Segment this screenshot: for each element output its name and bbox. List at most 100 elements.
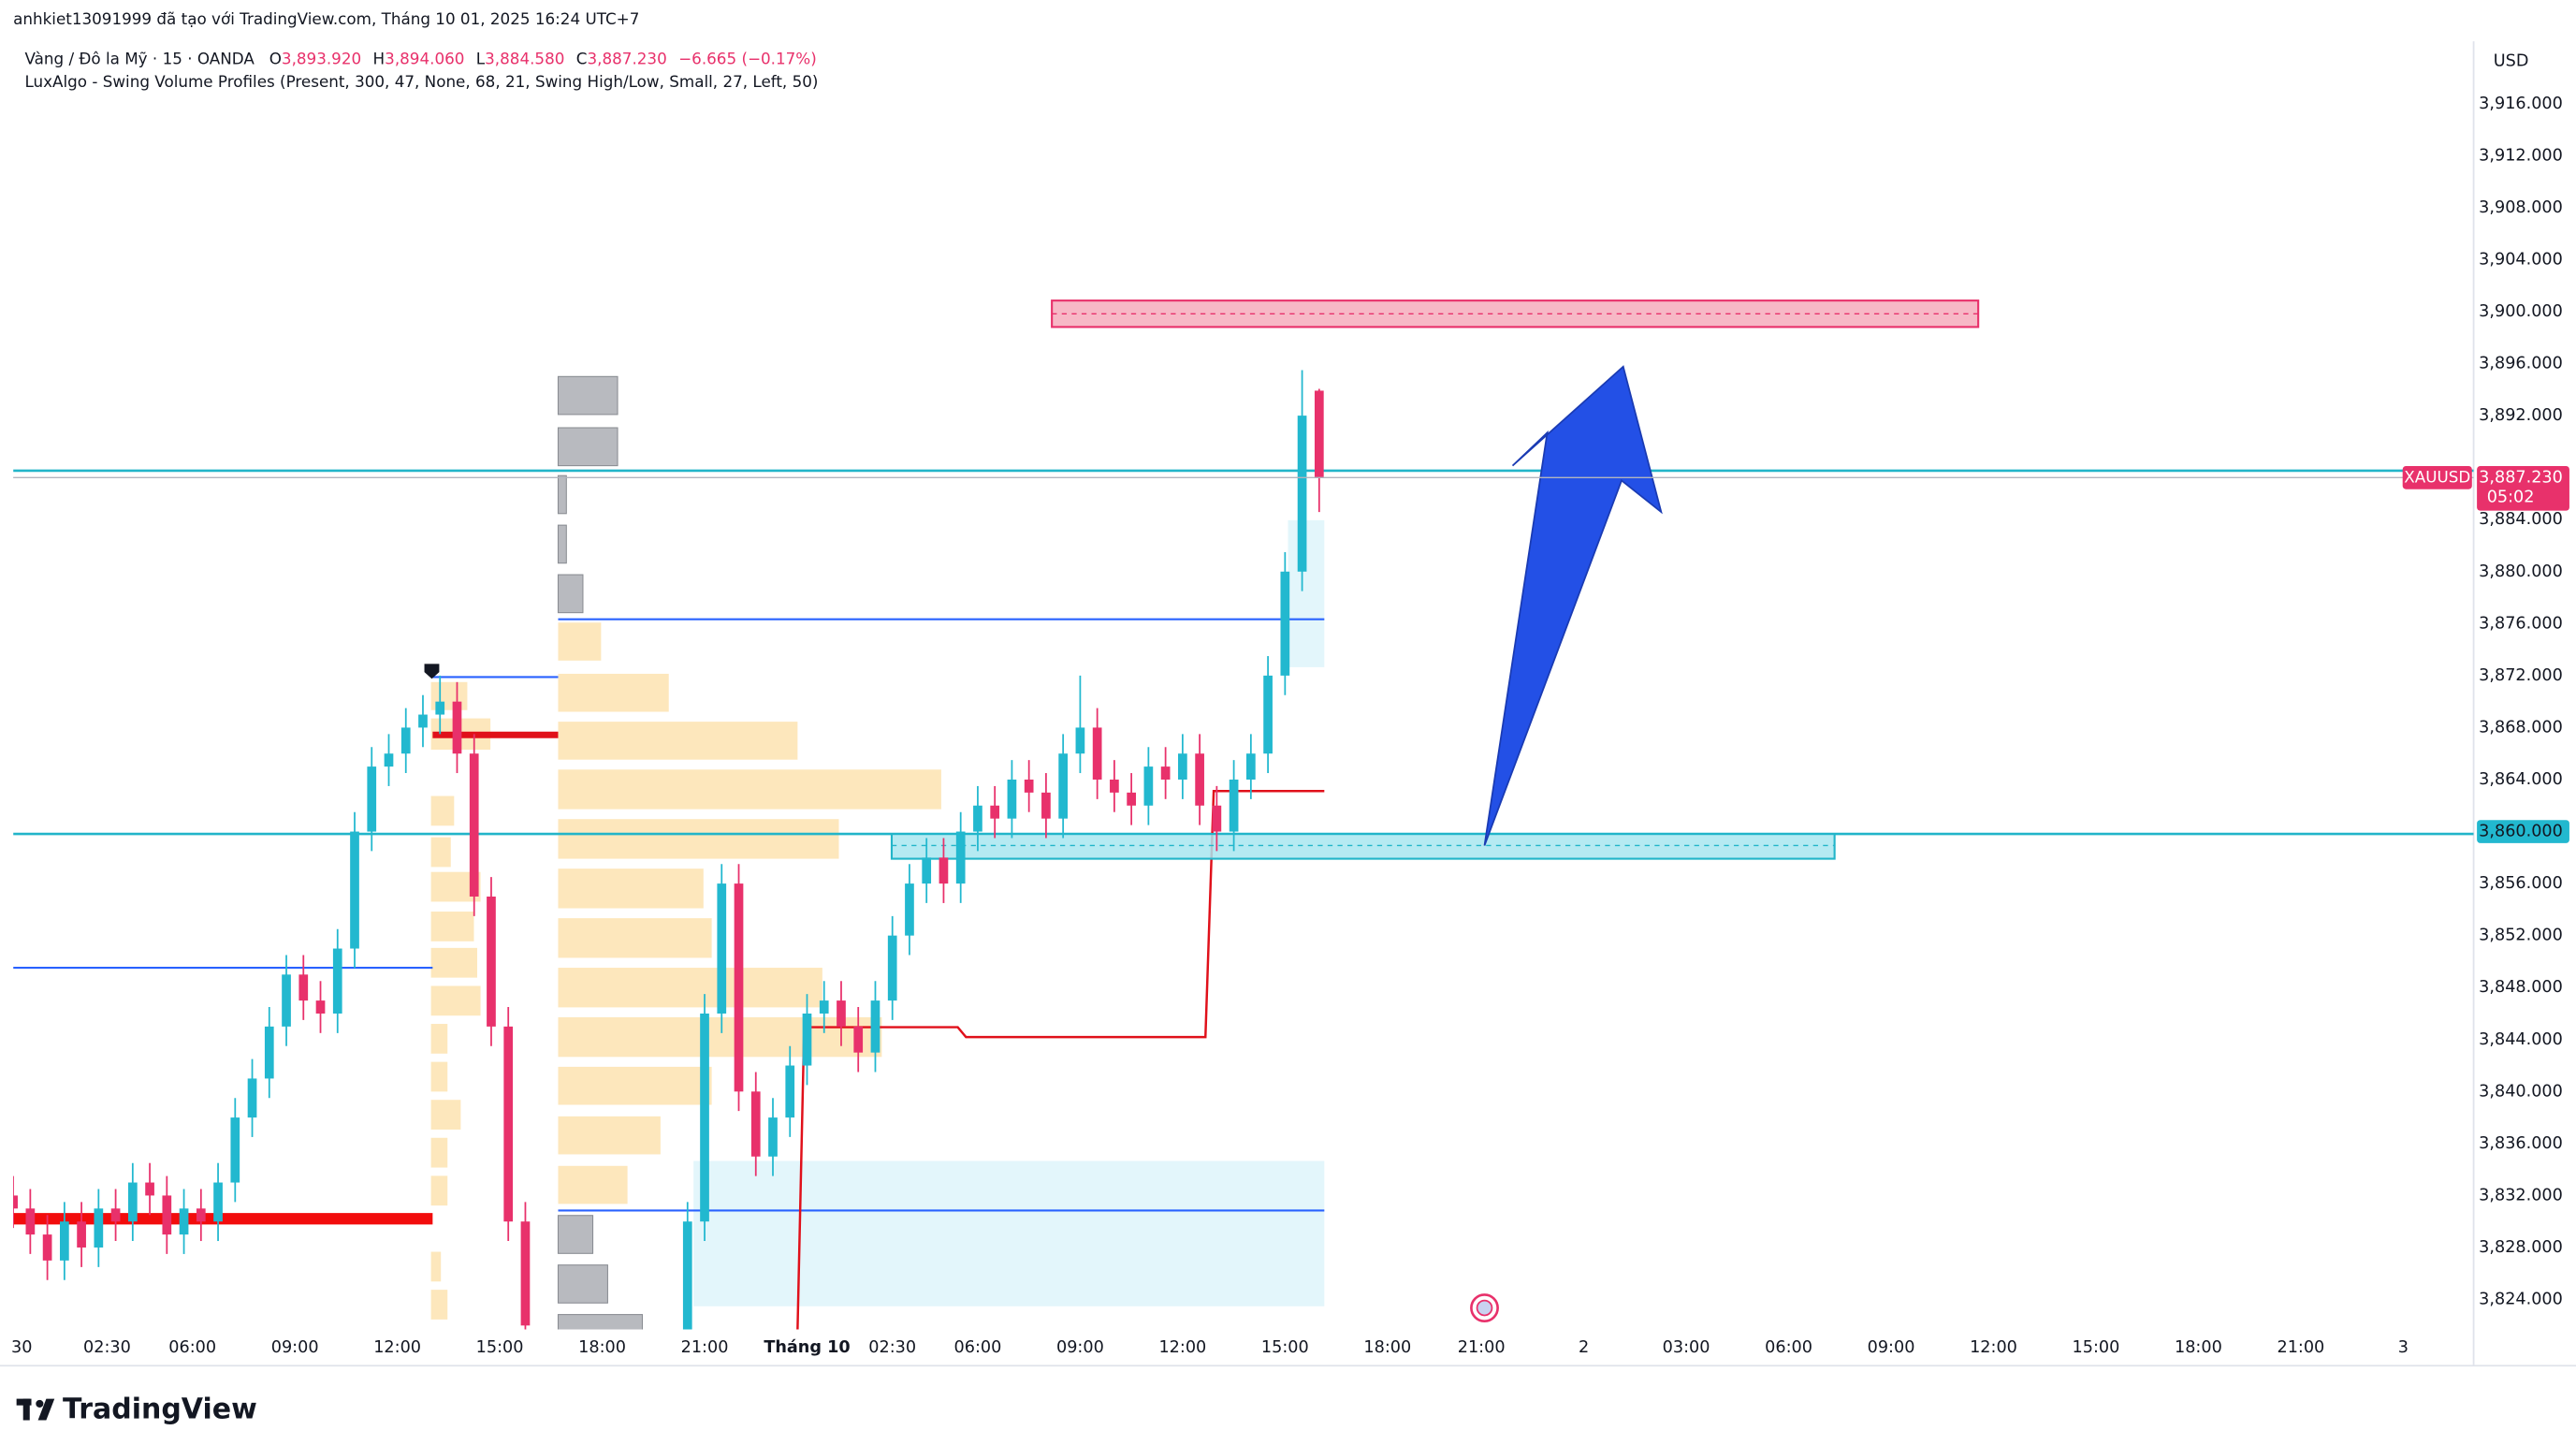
profile-bar xyxy=(557,427,619,467)
ohlc-key: H xyxy=(373,50,386,68)
last-price-label: 3,887.230 xyxy=(2479,468,2563,487)
candle-body xyxy=(922,857,932,884)
x-tick-label: 15:00 xyxy=(1261,1338,1309,1357)
candle-body xyxy=(77,1221,86,1248)
candle-body xyxy=(955,831,966,884)
y-tick-label: 3,828.000 xyxy=(2479,1238,2563,1257)
candle-body xyxy=(1160,766,1171,780)
y-tick-label: 3,840.000 xyxy=(2479,1082,2563,1101)
candle-body xyxy=(853,1026,864,1053)
ohlc-value: 3,884.580 xyxy=(485,50,564,68)
y-tick-label: 3,836.000 xyxy=(2479,1134,2563,1153)
x-tick-label: 02:30 xyxy=(868,1338,916,1357)
candle-body xyxy=(452,701,462,754)
candle-body xyxy=(1024,779,1034,793)
candle-body xyxy=(520,1221,531,1326)
y-tick-label: 3,884.000 xyxy=(2479,510,2563,529)
candle-body xyxy=(1195,753,1204,806)
profile-bar xyxy=(558,769,941,810)
candle-body xyxy=(682,1221,692,1330)
x-tick-label: 06:00 xyxy=(954,1338,1002,1357)
profile-bar xyxy=(557,1264,608,1304)
x-tick-label: 09:00 xyxy=(271,1338,319,1357)
profile-bar xyxy=(430,837,451,868)
candle-body xyxy=(298,974,309,1001)
ohlc-key: O xyxy=(269,50,282,68)
countdown: 05:02 xyxy=(2487,489,2535,507)
y-tick-label: 3,868.000 xyxy=(2479,718,2563,737)
candle-body xyxy=(1058,753,1069,819)
candle-body xyxy=(837,1000,846,1027)
profile-bar xyxy=(558,1066,712,1105)
logo-mark xyxy=(22,1398,30,1421)
candle-body xyxy=(750,1091,761,1157)
candle-body xyxy=(162,1195,172,1235)
profile-bar xyxy=(557,375,619,416)
candle-body xyxy=(973,805,982,832)
credit: anhkiet13091999 đã tạo với TradingView.c… xyxy=(13,9,639,28)
indicator: LuxAlgo - Swing Volume Profiles (Present… xyxy=(24,72,818,91)
candle-body xyxy=(487,896,496,1027)
x-tick-label: 18:00 xyxy=(1363,1338,1411,1357)
x-tick-label: 21:00 xyxy=(681,1338,729,1357)
y-tick-label: 3,824.000 xyxy=(2479,1291,2563,1309)
last-price-tag xyxy=(2477,466,2569,511)
candle-body xyxy=(213,1182,223,1222)
candle-body xyxy=(887,935,897,1001)
x-tick-label: 12:00 xyxy=(373,1338,421,1357)
profile-bar xyxy=(430,1175,448,1206)
profile-bar xyxy=(557,474,567,515)
candle-body xyxy=(42,1234,52,1261)
y-tick-label: 3,852.000 xyxy=(2479,927,2563,945)
level-label: 3,860.000 xyxy=(2479,823,2563,841)
candle-body xyxy=(1280,571,1290,676)
candle-body xyxy=(768,1117,778,1157)
candle-body xyxy=(734,883,744,1092)
profile-bar xyxy=(558,819,839,859)
profile-bar xyxy=(558,722,798,760)
candle-body xyxy=(145,1182,154,1196)
event-icon-inner xyxy=(1476,1299,1493,1317)
candle-body xyxy=(1212,805,1222,832)
candle-body xyxy=(503,1026,514,1222)
swing-marker xyxy=(424,664,440,679)
candle-body xyxy=(1092,727,1102,780)
logo-mark xyxy=(37,1398,55,1421)
x-tick-label: 21:00 xyxy=(1458,1338,1506,1357)
profile-bar xyxy=(557,524,567,564)
candle-body xyxy=(870,1000,880,1053)
y-tick-label: 3,844.000 xyxy=(2479,1030,2563,1049)
y-tick-label: 3,892.000 xyxy=(2479,406,2563,425)
candle-body xyxy=(196,1208,206,1222)
y-tick-label: 3,856.000 xyxy=(2479,874,2563,893)
x-tick-label: 2 xyxy=(1579,1338,1589,1357)
candle-body xyxy=(1229,779,1239,832)
profile-bar xyxy=(430,1137,448,1168)
candle-body xyxy=(1127,792,1136,806)
ohlc-key: C xyxy=(576,50,588,68)
y-tick-label: 3,912.000 xyxy=(2479,146,2563,165)
candle-body xyxy=(230,1117,240,1183)
candle-body xyxy=(110,1208,121,1222)
symbol-tag-text: XAUUSD xyxy=(2404,467,2470,486)
x-tick-label: 02:30 xyxy=(83,1338,131,1357)
y-tick-label: 3,900.000 xyxy=(2479,302,2563,321)
x-tick-label: 18:00 xyxy=(578,1338,626,1357)
ohlc-key: L xyxy=(476,50,486,68)
y-tick-label: 3,864.000 xyxy=(2479,770,2563,789)
profile-bar xyxy=(430,912,474,941)
x-tick-label: Tháng 10 xyxy=(764,1338,850,1357)
currency: USD xyxy=(2494,51,2529,70)
candle-body xyxy=(1297,416,1307,572)
volume-profile-gray xyxy=(557,375,644,1330)
x-tick-label: 06:00 xyxy=(168,1338,216,1357)
candle-body xyxy=(282,974,291,1027)
ohlc-value: 3,887.230 xyxy=(587,50,666,68)
logo: TradingView xyxy=(16,1393,257,1425)
candle-body xyxy=(990,805,1000,819)
profile-bar xyxy=(558,1165,628,1204)
support-zone xyxy=(890,833,1836,860)
change: −6.665 (−0.17%) xyxy=(678,50,817,68)
candle-body xyxy=(1314,390,1324,478)
